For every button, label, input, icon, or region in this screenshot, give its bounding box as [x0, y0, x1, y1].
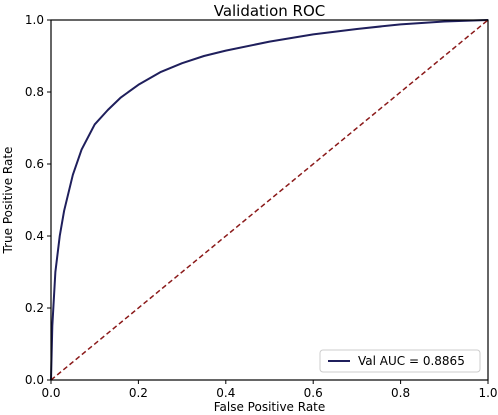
- y-axis-label: True Positive Rate: [1, 147, 15, 255]
- x-axis: 0.0 0.2 0.4 0.6 0.8 1.0: [41, 380, 498, 400]
- y-tick-label: 0.6: [25, 157, 44, 171]
- plot-frame: [50, 19, 489, 381]
- chance-diagonal-line: [50, 19, 489, 381]
- chart-title: Validation ROC: [214, 2, 326, 20]
- plot-area: [50, 19, 489, 381]
- y-tick-label: 0.8: [25, 85, 44, 99]
- legend-box: [319, 349, 481, 373]
- y-tick-label: 0.0: [25, 373, 44, 387]
- legend-label: Val AUC = 0.8865: [358, 354, 465, 368]
- y-tick-label: 1.0: [25, 13, 44, 27]
- legend: Val AUC = 0.8865: [319, 349, 481, 373]
- x-tick-label: 0.2: [129, 386, 148, 400]
- roc-curve-line: [50, 19, 489, 381]
- x-tick-label: 1.0: [478, 386, 497, 400]
- x-tick-label: 0.8: [391, 386, 410, 400]
- x-tick-label: 0.4: [216, 386, 235, 400]
- x-tick-label: 0.6: [304, 386, 323, 400]
- x-tick-label: 0.0: [41, 386, 60, 400]
- x-axis-label: False Positive Rate: [214, 400, 326, 414]
- y-axis: 0.0 0.2 0.4 0.6 0.8 1.0: [25, 13, 51, 387]
- y-tick-label: 0.4: [25, 229, 44, 243]
- series-group: [50, 19, 489, 381]
- y-tick-label: 0.2: [25, 301, 44, 315]
